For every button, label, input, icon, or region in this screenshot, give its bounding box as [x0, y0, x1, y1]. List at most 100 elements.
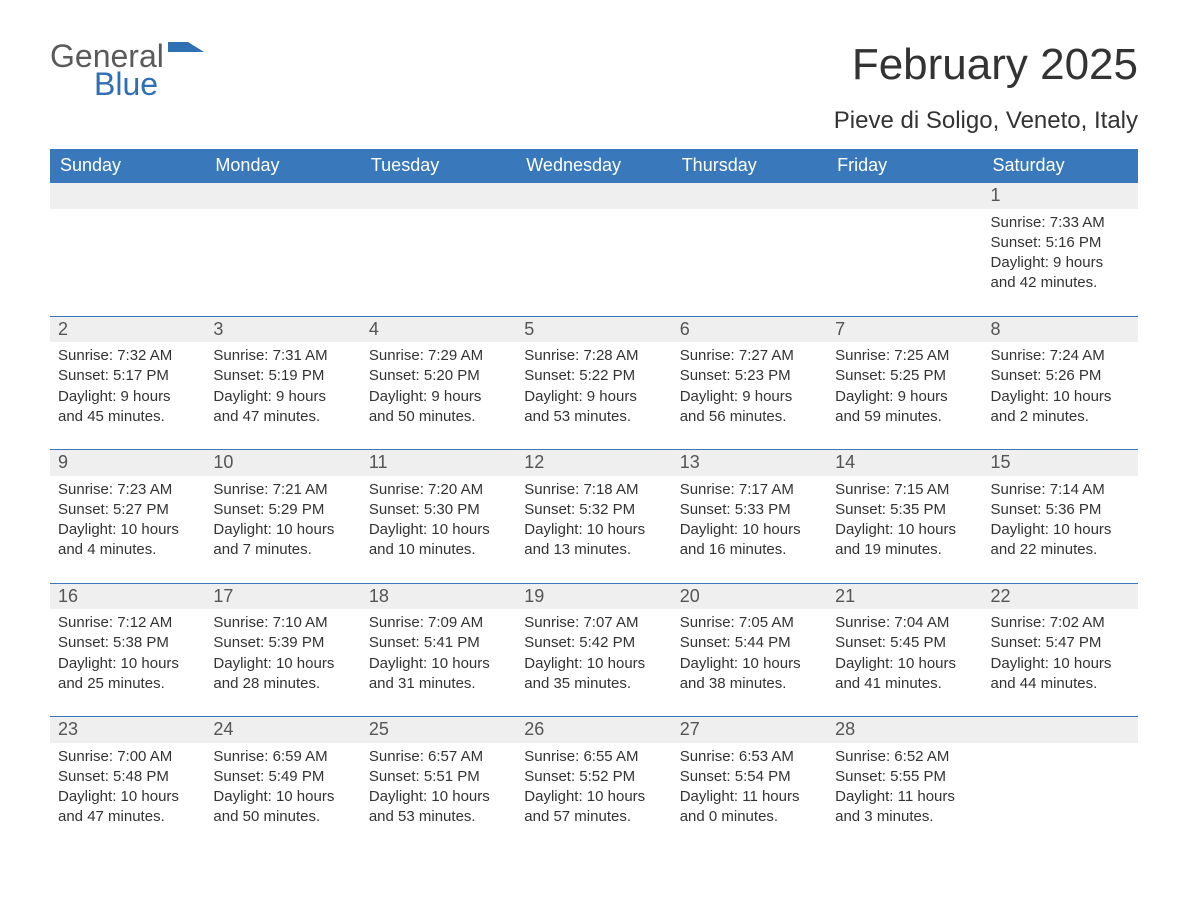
day-content-cell: Sunrise: 7:10 AMSunset: 5:39 PMDaylight:… [205, 609, 360, 717]
day-content-cell: Sunrise: 7:02 AMSunset: 5:47 PMDaylight:… [983, 609, 1138, 717]
sunset-text: Sunset: 5:41 PM [369, 633, 508, 653]
day-content-cell: Sunrise: 6:59 AMSunset: 5:49 PMDaylight:… [205, 743, 360, 850]
sunrise-text: Sunrise: 7:20 AM [369, 480, 508, 500]
calendar-table: SundayMondayTuesdayWednesdayThursdayFrid… [50, 149, 1138, 850]
sunset-text: Sunset: 5:22 PM [524, 366, 663, 386]
sunset-text: Sunset: 5:19 PM [213, 366, 352, 386]
sunset-text: Sunset: 5:51 PM [369, 767, 508, 787]
sunrise-text: Sunrise: 7:18 AM [524, 480, 663, 500]
sunrise-text: Sunrise: 7:23 AM [58, 480, 197, 500]
day-content-cell: Sunrise: 7:29 AMSunset: 5:20 PMDaylight:… [361, 342, 516, 450]
daynum-row: 1 [50, 183, 1138, 209]
day-number-cell: 27 [672, 717, 827, 743]
sunrise-text: Sunrise: 6:59 AM [213, 747, 352, 767]
daylight-text: Daylight: 10 hours and 4 minutes. [58, 520, 197, 561]
daylight-text: Daylight: 9 hours and 47 minutes. [213, 387, 352, 428]
sunset-text: Sunset: 5:23 PM [680, 366, 819, 386]
sunrise-text: Sunrise: 7:14 AM [991, 480, 1130, 500]
day-number-cell [983, 717, 1138, 743]
sunrise-text: Sunrise: 7:31 AM [213, 346, 352, 366]
day-content-cell: Sunrise: 7:12 AMSunset: 5:38 PMDaylight:… [50, 609, 205, 717]
daylight-text: Daylight: 10 hours and 57 minutes. [524, 787, 663, 828]
day-content-cell: Sunrise: 6:57 AMSunset: 5:51 PMDaylight:… [361, 743, 516, 850]
sunset-text: Sunset: 5:49 PM [213, 767, 352, 787]
day-content-cell: Sunrise: 7:00 AMSunset: 5:48 PMDaylight:… [50, 743, 205, 850]
sunrise-text: Sunrise: 7:29 AM [369, 346, 508, 366]
day-number-cell: 22 [983, 583, 1138, 609]
sunrise-text: Sunrise: 7:07 AM [524, 613, 663, 633]
sunset-text: Sunset: 5:16 PM [991, 233, 1130, 253]
daylight-text: Daylight: 9 hours and 53 minutes. [524, 387, 663, 428]
day-number-cell [827, 183, 982, 209]
day-number-cell: 17 [205, 583, 360, 609]
daynum-row: 9101112131415 [50, 450, 1138, 476]
daylight-text: Daylight: 10 hours and 35 minutes. [524, 654, 663, 695]
daylight-text: Daylight: 10 hours and 47 minutes. [58, 787, 197, 828]
sunrise-text: Sunrise: 7:28 AM [524, 346, 663, 366]
sunrise-text: Sunrise: 7:32 AM [58, 346, 197, 366]
daylight-text: Daylight: 9 hours and 59 minutes. [835, 387, 974, 428]
sunrise-text: Sunrise: 7:12 AM [58, 613, 197, 633]
sunrise-text: Sunrise: 6:52 AM [835, 747, 974, 767]
weekday-header: Sunday [50, 149, 205, 183]
sunset-text: Sunset: 5:44 PM [680, 633, 819, 653]
sunset-text: Sunset: 5:54 PM [680, 767, 819, 787]
sunset-text: Sunset: 5:45 PM [835, 633, 974, 653]
day-number-cell: 2 [50, 316, 205, 342]
sunset-text: Sunset: 5:32 PM [524, 500, 663, 520]
daylight-text: Daylight: 10 hours and 19 minutes. [835, 520, 974, 561]
day-content-cell: Sunrise: 7:14 AMSunset: 5:36 PMDaylight:… [983, 476, 1138, 584]
daylight-text: Daylight: 9 hours and 56 minutes. [680, 387, 819, 428]
sunset-text: Sunset: 5:26 PM [991, 366, 1130, 386]
day-number-cell: 21 [827, 583, 982, 609]
day-content-cell: Sunrise: 7:32 AMSunset: 5:17 PMDaylight:… [50, 342, 205, 450]
sunset-text: Sunset: 5:27 PM [58, 500, 197, 520]
daylight-text: Daylight: 10 hours and 41 minutes. [835, 654, 974, 695]
page-title: February 2025 [852, 40, 1138, 90]
day-content-cell: Sunrise: 7:23 AMSunset: 5:27 PMDaylight:… [50, 476, 205, 584]
sunrise-text: Sunrise: 6:53 AM [680, 747, 819, 767]
day-content-cell: Sunrise: 7:07 AMSunset: 5:42 PMDaylight:… [516, 609, 671, 717]
day-content-cell: Sunrise: 7:33 AMSunset: 5:16 PMDaylight:… [983, 209, 1138, 317]
day-number-cell: 1 [983, 183, 1138, 209]
daylight-text: Daylight: 9 hours and 42 minutes. [991, 253, 1130, 294]
sunset-text: Sunset: 5:55 PM [835, 767, 974, 787]
day-content-cell: Sunrise: 6:52 AMSunset: 5:55 PMDaylight:… [827, 743, 982, 850]
sunset-text: Sunset: 5:17 PM [58, 366, 197, 386]
sunrise-text: Sunrise: 7:27 AM [680, 346, 819, 366]
day-number-cell: 25 [361, 717, 516, 743]
day-number-cell: 18 [361, 583, 516, 609]
sunset-text: Sunset: 5:39 PM [213, 633, 352, 653]
daynum-row: 2345678 [50, 316, 1138, 342]
daylight-text: Daylight: 10 hours and 2 minutes. [991, 387, 1130, 428]
content-row: Sunrise: 7:33 AMSunset: 5:16 PMDaylight:… [50, 209, 1138, 317]
day-number-cell [516, 183, 671, 209]
daylight-text: Daylight: 10 hours and 50 minutes. [213, 787, 352, 828]
day-content-cell: Sunrise: 6:53 AMSunset: 5:54 PMDaylight:… [672, 743, 827, 850]
day-content-cell [205, 209, 360, 317]
sunrise-text: Sunrise: 7:17 AM [680, 480, 819, 500]
sunset-text: Sunset: 5:30 PM [369, 500, 508, 520]
sunset-text: Sunset: 5:35 PM [835, 500, 974, 520]
day-content-cell [516, 209, 671, 317]
weekday-header: Tuesday [361, 149, 516, 183]
daylight-text: Daylight: 10 hours and 10 minutes. [369, 520, 508, 561]
day-content-cell: Sunrise: 7:31 AMSunset: 5:19 PMDaylight:… [205, 342, 360, 450]
day-content-cell: Sunrise: 7:20 AMSunset: 5:30 PMDaylight:… [361, 476, 516, 584]
day-number-cell: 28 [827, 717, 982, 743]
daylight-text: Daylight: 10 hours and 38 minutes. [680, 654, 819, 695]
sunset-text: Sunset: 5:33 PM [680, 500, 819, 520]
day-number-cell: 23 [50, 717, 205, 743]
daylight-text: Daylight: 9 hours and 45 minutes. [58, 387, 197, 428]
flag-icon [168, 40, 206, 68]
sunrise-text: Sunrise: 7:33 AM [991, 213, 1130, 233]
content-row: Sunrise: 7:00 AMSunset: 5:48 PMDaylight:… [50, 743, 1138, 850]
sunset-text: Sunset: 5:29 PM [213, 500, 352, 520]
sunrise-text: Sunrise: 7:09 AM [369, 613, 508, 633]
day-content-cell: Sunrise: 7:25 AMSunset: 5:25 PMDaylight:… [827, 342, 982, 450]
daylight-text: Daylight: 10 hours and 25 minutes. [58, 654, 197, 695]
logo: General Blue [50, 40, 206, 101]
day-number-cell: 5 [516, 316, 671, 342]
day-number-cell: 6 [672, 316, 827, 342]
day-content-cell: Sunrise: 6:55 AMSunset: 5:52 PMDaylight:… [516, 743, 671, 850]
